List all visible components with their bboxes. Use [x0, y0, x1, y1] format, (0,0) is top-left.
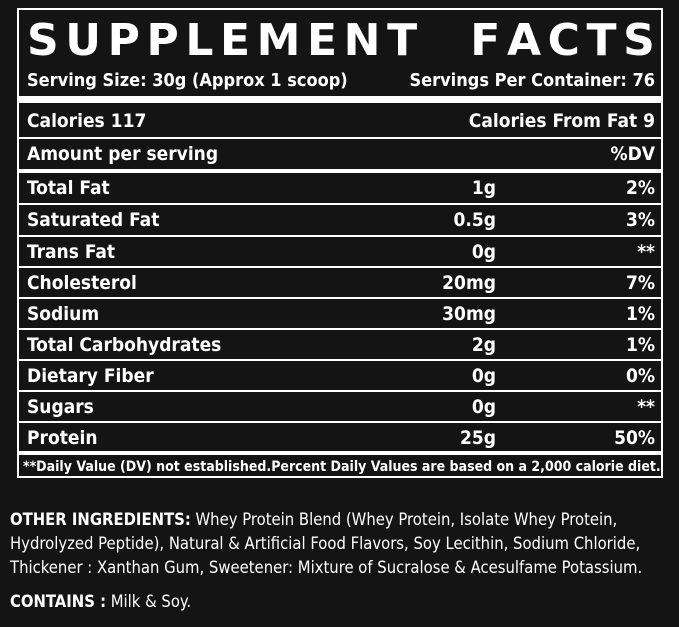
nutrient-row: Dietary Fiber 0g 0%	[27, 361, 655, 392]
nutrient-name: Sodium	[27, 303, 100, 325]
nutrient-name: Saturated Fat	[27, 209, 160, 231]
title-letter: E	[219, 15, 251, 66]
panel-title: S U P P L E M E N T F A C T S	[27, 12, 655, 70]
other-ingredients-label: OTHER INGREDIENTS:	[10, 510, 191, 529]
allergen-contains: CONTAINS : Milk & Soy.	[10, 590, 670, 614]
nutrient-name: Sugars	[27, 396, 94, 418]
title-letter: P	[146, 15, 179, 66]
amount-header-row: Amount per serving %DV	[27, 139, 655, 170]
nutrient-amount: 1g	[471, 177, 496, 199]
other-ingredients-text: Whey Protein Blend (Whey Protein, Isolat…	[10, 510, 643, 577]
nutrient-name: Trans Fat	[27, 241, 116, 263]
nutrient-row: Sugars 0g **	[27, 392, 655, 423]
title-letter: U	[65, 15, 102, 66]
title-letter	[424, 12, 464, 70]
nutrient-row: Total Carbohydrates 2g 1%	[27, 330, 655, 361]
contains-text: Milk & Soy.	[106, 592, 192, 611]
dv-header: %DV	[610, 143, 655, 165]
title-letter: S	[27, 15, 59, 66]
nutrient-dv: **	[637, 396, 655, 418]
divider	[19, 359, 661, 361]
nutrient-dv: 50%	[614, 427, 655, 449]
title-letter: P	[107, 15, 140, 66]
nutrient-amount: 0g	[471, 241, 496, 263]
divider	[19, 235, 661, 237]
divider	[19, 390, 661, 392]
divider	[19, 137, 661, 139]
serving-info: Serving Size: 30g (Approx 1 scoop) Servi…	[27, 68, 655, 92]
servings-per-container: Servings Per Container: 76	[409, 69, 655, 91]
footnote-dv-not-established: **Daily Value (DV) not established.	[23, 459, 272, 475]
title-letter: C	[547, 15, 580, 66]
nutrient-dv: **	[637, 241, 655, 263]
nutrient-row: Total Fat 1g 2%	[27, 173, 655, 204]
other-ingredients: OTHER INGREDIENTS: Whey Protein Blend (W…	[10, 508, 670, 580]
heavy-divider	[19, 169, 661, 173]
amount-header: Amount per serving	[27, 143, 219, 165]
nutrient-dv: 1%	[625, 303, 655, 325]
nutrient-row: Trans Fat 0g **	[27, 237, 655, 268]
nutrient-amount: 20mg	[442, 272, 496, 294]
nutrient-amount: 2g	[471, 334, 496, 356]
divider	[19, 266, 661, 268]
thick-divider	[19, 96, 661, 103]
divider	[19, 297, 661, 299]
nutrient-dv: 7%	[625, 272, 655, 294]
nutrient-name: Cholesterol	[27, 272, 137, 294]
footnotes: **Daily Value (DV) not established. Perc…	[23, 456, 661, 478]
calories: Calories 117	[27, 110, 147, 132]
calories-from-fat: Calories From Fat 9	[468, 110, 655, 132]
calories-row: Calories 117 Calories From Fat 9	[27, 106, 655, 137]
title-letter: S	[623, 15, 655, 66]
nutrient-row: Saturated Fat 0.5g 3%	[27, 205, 655, 236]
nutrient-name: Total Carbohydrates	[27, 334, 222, 356]
supplement-facts-panel: S U P P L E M E N T F A C T S Serving Si…	[17, 8, 663, 478]
title-letter: A	[506, 15, 541, 66]
nutrient-amount: 0.5g	[453, 209, 496, 231]
title-letter: T	[586, 15, 617, 66]
contains-label: CONTAINS :	[10, 592, 107, 611]
title-letter: M	[256, 15, 301, 66]
nutrient-dv: 0%	[625, 365, 655, 387]
nutrient-amount: 30mg	[442, 303, 496, 325]
title-letter: T	[387, 15, 418, 66]
heavy-divider	[19, 451, 661, 455]
nutrient-row: Protein 25g 50%	[27, 423, 655, 454]
divider	[19, 203, 661, 205]
nutrient-row: Sodium 30mg 1%	[27, 299, 655, 330]
nutrient-dv: 3%	[625, 209, 655, 231]
nutrient-amount: 25g	[459, 427, 496, 449]
nutrient-name: Dietary Fiber	[27, 365, 154, 387]
nutrient-name: Protein	[27, 427, 98, 449]
title-letter: F	[470, 15, 501, 66]
nutrient-dv: 1%	[625, 334, 655, 356]
divider	[19, 328, 661, 330]
nutrient-amount: 0g	[471, 365, 496, 387]
nutrient-dv: 2%	[625, 177, 655, 199]
title-letter: E	[307, 15, 338, 66]
divider	[19, 421, 661, 423]
title-letter: N	[343, 15, 381, 66]
nutrient-amount: 0g	[471, 396, 496, 418]
serving-size: Serving Size: 30g (Approx 1 scoop)	[27, 69, 348, 91]
nutrient-row: Cholesterol 20mg 7%	[27, 268, 655, 299]
title-letter: L	[185, 15, 214, 66]
footnote-daily-values: Percent Daily Values are based on a 2,00…	[271, 459, 661, 475]
nutrient-name: Total Fat	[27, 177, 110, 199]
